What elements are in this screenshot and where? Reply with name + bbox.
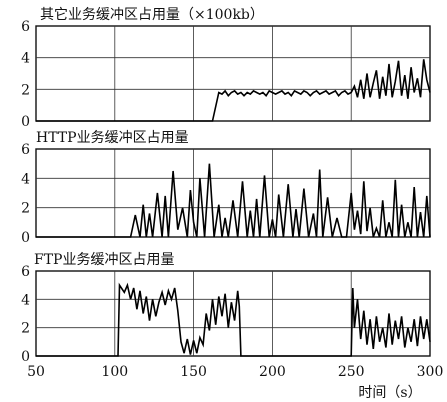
x-tick-label: 150: [180, 364, 207, 380]
plot-frame: [35, 270, 431, 357]
series-line: [36, 282, 431, 357]
panel-title-other: 其它业务缓冲区占用量（×100kb）: [40, 6, 264, 23]
y-tick-label: 4: [21, 292, 30, 308]
plot-frame: [35, 25, 431, 122]
y-tick-label: 2: [21, 201, 30, 217]
x-axis: 时间（s） 50 100 150 200 250 300: [27, 364, 443, 401]
y-tick-label: 6: [21, 142, 30, 158]
x-tick-label: 50: [27, 364, 45, 380]
x-tick-label: 300: [417, 364, 444, 380]
y-tick-label: 4: [21, 51, 30, 67]
x-tick-label: 250: [338, 364, 365, 380]
y-tick-label: 2: [21, 82, 30, 98]
series-line: [36, 59, 431, 122]
panel-http-buffer: HTTP业务缓冲区占用量 0 2 4 6: [21, 130, 431, 246]
y-tick-label: 6: [21, 19, 30, 35]
y-tick-label: 4: [21, 171, 30, 187]
y-tick-label: 0: [21, 114, 30, 130]
y-tick-label: 0: [21, 230, 30, 246]
y-tick-label: 0: [21, 349, 30, 365]
y-tick-label: 6: [21, 264, 30, 280]
panel-title-ftp: FTP业务缓冲区占用量: [34, 252, 174, 268]
panel-ftp-buffer: FTP业务缓冲区占用量 0 2 4 6: [21, 252, 431, 365]
panel-other-traffic-buffer: 其它业务缓冲区占用量（×100kb） 0 2 4 6: [21, 6, 431, 130]
panel-title-http: HTTP业务缓冲区占用量: [36, 130, 189, 146]
plot-frame: [35, 148, 431, 238]
series-line: [36, 163, 431, 238]
y-tick-label: 2: [21, 321, 30, 337]
x-tick-label: 200: [259, 364, 286, 380]
x-axis-label: 时间（s）: [358, 385, 421, 401]
x-tick-label: 100: [101, 364, 128, 380]
